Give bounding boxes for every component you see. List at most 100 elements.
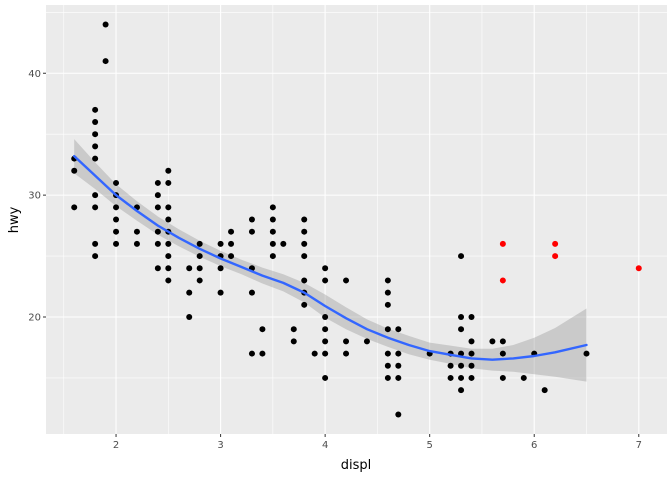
data-point (92, 240, 99, 247)
data-point (499, 338, 506, 345)
data-point (165, 216, 172, 223)
data-point (217, 240, 224, 247)
data-point (228, 240, 235, 247)
data-point (458, 387, 465, 394)
data-point (154, 240, 161, 247)
data-point (92, 192, 99, 199)
data-point (447, 362, 454, 369)
data-point (165, 204, 172, 211)
smooth-line (73, 154, 588, 361)
data-point (113, 204, 120, 211)
y-tick-label: 30 (28, 191, 41, 202)
data-point (71, 167, 78, 174)
data-point (217, 289, 224, 296)
data-point (248, 216, 255, 223)
data-point (113, 179, 120, 186)
x-tick-label: 6 (531, 440, 537, 451)
data-point (92, 119, 99, 125)
data-point (154, 265, 161, 272)
data-point (301, 228, 308, 235)
data-point (458, 350, 465, 357)
data-point (196, 253, 203, 260)
data-point (196, 277, 203, 284)
data-point (458, 326, 465, 333)
data-point (395, 350, 402, 357)
data-point (196, 240, 203, 247)
data-point (384, 289, 391, 296)
x-tick-label: 7 (636, 440, 642, 451)
x-tick-label: 2 (113, 440, 119, 451)
data-point (301, 216, 308, 223)
data-point (290, 338, 297, 345)
data-point (458, 314, 465, 320)
data-point (259, 326, 266, 333)
data-point (228, 253, 235, 260)
data-point (154, 179, 161, 186)
data-point (165, 240, 172, 247)
data-point (384, 350, 391, 357)
y-tick-label: 20 (28, 313, 41, 324)
data-point (384, 277, 391, 284)
data-point (468, 374, 475, 381)
data-point (395, 374, 402, 381)
data-point (113, 228, 120, 235)
data-point (165, 277, 172, 284)
data-point (311, 350, 318, 357)
data-point (259, 350, 266, 357)
data-point (322, 338, 329, 345)
data-point (322, 265, 329, 272)
data-point (92, 253, 99, 260)
highlight-point (499, 277, 506, 284)
data-point (228, 228, 235, 235)
data-point (343, 338, 350, 345)
data-point (322, 277, 329, 284)
data-point (269, 228, 276, 235)
x-tick-label: 3 (217, 440, 223, 451)
data-point (301, 240, 308, 247)
data-point (113, 240, 120, 247)
data-point (102, 58, 109, 65)
data-point (290, 326, 297, 333)
data-point (458, 362, 465, 369)
data-point (196, 265, 203, 272)
ticks-layer: 2 3 4 5 6 7 20 30 40 (28, 69, 642, 451)
data-point (343, 350, 350, 357)
data-point (71, 204, 78, 211)
highlight-point (552, 253, 559, 260)
data-point (447, 374, 454, 381)
data-point (468, 362, 475, 369)
data-point (154, 192, 161, 199)
x-tick-label: 4 (322, 440, 328, 451)
ribbon-layer (74, 139, 587, 382)
points-layer (71, 21, 642, 418)
data-point (133, 228, 140, 235)
data-point (583, 350, 590, 357)
highlight-point (499, 240, 506, 247)
y-tick-label: 40 (28, 69, 41, 80)
y-axis-title: hwy (7, 206, 22, 233)
data-point (133, 240, 140, 247)
data-point (322, 314, 329, 320)
data-point (489, 338, 496, 345)
data-point (458, 253, 465, 260)
data-point (113, 216, 120, 223)
data-point (165, 179, 172, 186)
data-point (301, 253, 308, 260)
data-point (186, 289, 193, 296)
data-point (468, 314, 475, 320)
data-point (248, 289, 255, 296)
data-point (468, 338, 475, 345)
data-point (92, 155, 99, 162)
data-point (322, 374, 329, 381)
data-point (322, 350, 329, 357)
data-point (384, 301, 391, 308)
highlight-point (635, 265, 642, 272)
data-point (186, 314, 193, 320)
data-point (458, 374, 465, 381)
data-point (217, 265, 224, 272)
data-point (165, 265, 172, 272)
data-point (154, 204, 161, 211)
data-point (301, 277, 308, 284)
data-point (154, 228, 161, 235)
